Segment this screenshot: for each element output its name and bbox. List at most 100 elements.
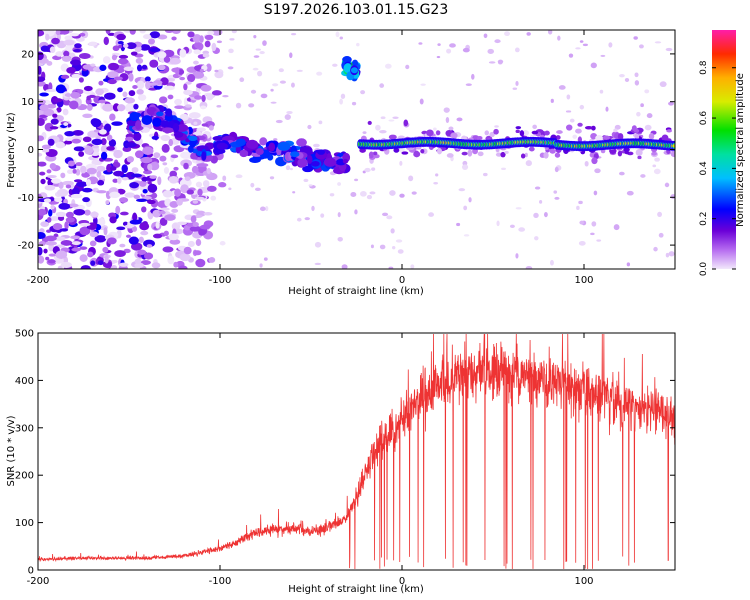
spectrogram-blob: [273, 138, 278, 141]
spectrogram-blob: [634, 80, 640, 86]
spectrogram-blob: [515, 126, 522, 130]
spectrogram-blob: [38, 65, 42, 75]
spectrogram-blob: [252, 67, 259, 71]
spectrogram-blob: [577, 122, 583, 127]
spectrogram-blob: [419, 98, 424, 105]
spectrogram-blob: [418, 42, 423, 45]
spectrogram-blob: [487, 48, 495, 54]
spectrogram-blob: [138, 180, 147, 187]
spectrogram-blob: [162, 190, 173, 198]
spectrogram-blob: [151, 135, 159, 140]
spectrogram-blob: [270, 101, 277, 104]
spectrogram-blob: [626, 190, 634, 196]
spectrogram-blob: [619, 74, 625, 78]
spectrogram-blob: [219, 241, 226, 246]
spectrogram-blob: [228, 48, 234, 54]
spectrogram-blob: [259, 137, 268, 146]
spectrogram-blob: [584, 160, 589, 167]
spectrogram-blob: [304, 217, 310, 221]
spectrogram-blob: [292, 191, 296, 194]
spectrogram-blob: [45, 89, 57, 93]
spectrogram-blob: [54, 197, 63, 203]
spectrogram-blob: [313, 143, 320, 148]
spectrogram-blob: [50, 118, 59, 125]
spectrogram-blob: [141, 176, 148, 182]
spectrogram-blob: [159, 96, 168, 104]
spectrogram-blob: [49, 162, 57, 170]
spectrogram-blob: [73, 208, 86, 216]
spectrogram-blob: [636, 111, 641, 117]
spectrogram-blob: [49, 216, 60, 221]
spectrogram-blob: [147, 163, 153, 171]
colorbar: 0.0 0.2 0.4 0.6 0.8 Normalized spectral ampl…: [699, 30, 746, 276]
spectrogram-blob: [96, 170, 102, 178]
spectrogram-blob: [139, 222, 150, 231]
spectrogram-blob: [130, 51, 138, 56]
spectrogram-blob: [275, 119, 283, 124]
spectrogram-blob: [161, 143, 170, 153]
spectrogram-blob: [187, 73, 196, 83]
spectrogram-blob: [119, 197, 129, 203]
spectrogram-blob: [144, 76, 151, 82]
spectrogram-blob: [369, 191, 376, 195]
spectrogram-blob: [185, 104, 192, 108]
spectrogram-blob: [47, 138, 55, 146]
spectrogram-blob: [290, 151, 300, 158]
spectrogram-blob: [639, 44, 644, 49]
spectrogram-blob: [95, 165, 106, 172]
spectrogram-blob: [101, 138, 107, 146]
spectrogram-blob: [103, 227, 108, 236]
spectrogram-blob: [257, 70, 263, 77]
spectrogram-blob: [121, 164, 128, 173]
spectrogram-blob: [202, 50, 210, 55]
spectrogram-blob: [117, 58, 129, 65]
spectrogram-blob: [42, 148, 50, 153]
spectrogram-blob: [165, 108, 173, 117]
spectrogram-blob: [38, 81, 46, 87]
spectrogram-blob: [80, 265, 91, 269]
spectrogram-blob: [602, 135, 611, 140]
spectrogram-blob: [206, 185, 217, 192]
spectrogram-blob: [196, 163, 209, 168]
spectrogram-blob: [163, 166, 170, 174]
spectrogram-blob: [183, 246, 192, 255]
spectrogram-blob: [118, 44, 123, 49]
spectrogram-blob: [164, 214, 176, 221]
spectrogram-blob: [117, 176, 122, 184]
spectrogram-blob: [205, 63, 212, 72]
spectrogram-blob: [515, 129, 520, 134]
spectrogram-blob: [199, 68, 204, 73]
spectrogram-blob: [411, 191, 417, 195]
spectrogram-blob: [461, 164, 469, 171]
spectrogram-blob: [98, 99, 107, 104]
spectrogram-blob: [248, 103, 255, 108]
spectrogram-blob: [399, 193, 405, 198]
spectrogram-blob: [73, 146, 85, 152]
spectrogram-blob: [200, 105, 207, 110]
spectrogram-blob: [79, 222, 91, 227]
y-tick-label: 10: [21, 97, 34, 108]
spectrogram-blob: [668, 251, 675, 257]
spectrogram-blob: [437, 43, 441, 46]
spectrogram-blob: [167, 94, 174, 100]
spectrogram-blob: [578, 200, 583, 205]
spectrogram-blob: [364, 167, 371, 173]
spectrogram-blob: [360, 191, 367, 197]
spectrogram-blob: [64, 93, 72, 97]
spectrogram-blob: [160, 120, 170, 127]
spectrogram-blob: [128, 72, 134, 82]
spectrogram-blob: [270, 88, 274, 92]
spectrogram-blob: [90, 63, 96, 67]
spectrogram-blob: [216, 142, 228, 150]
spectrogram-blob: [149, 175, 158, 179]
spectrogram-blob: [56, 107, 62, 113]
spectrogram-blob: [125, 234, 131, 238]
spectrogram-blob: [285, 165, 291, 171]
spectrogram-blob: [549, 148, 556, 154]
spectrogram-blob: [194, 196, 205, 200]
spectrogram-blob: [401, 151, 409, 155]
spectrogram-blob: [446, 153, 454, 158]
spectrogram-blob: [55, 84, 66, 94]
spectrogram-blob: [526, 32, 531, 36]
spectrogram-blob: [64, 137, 74, 141]
